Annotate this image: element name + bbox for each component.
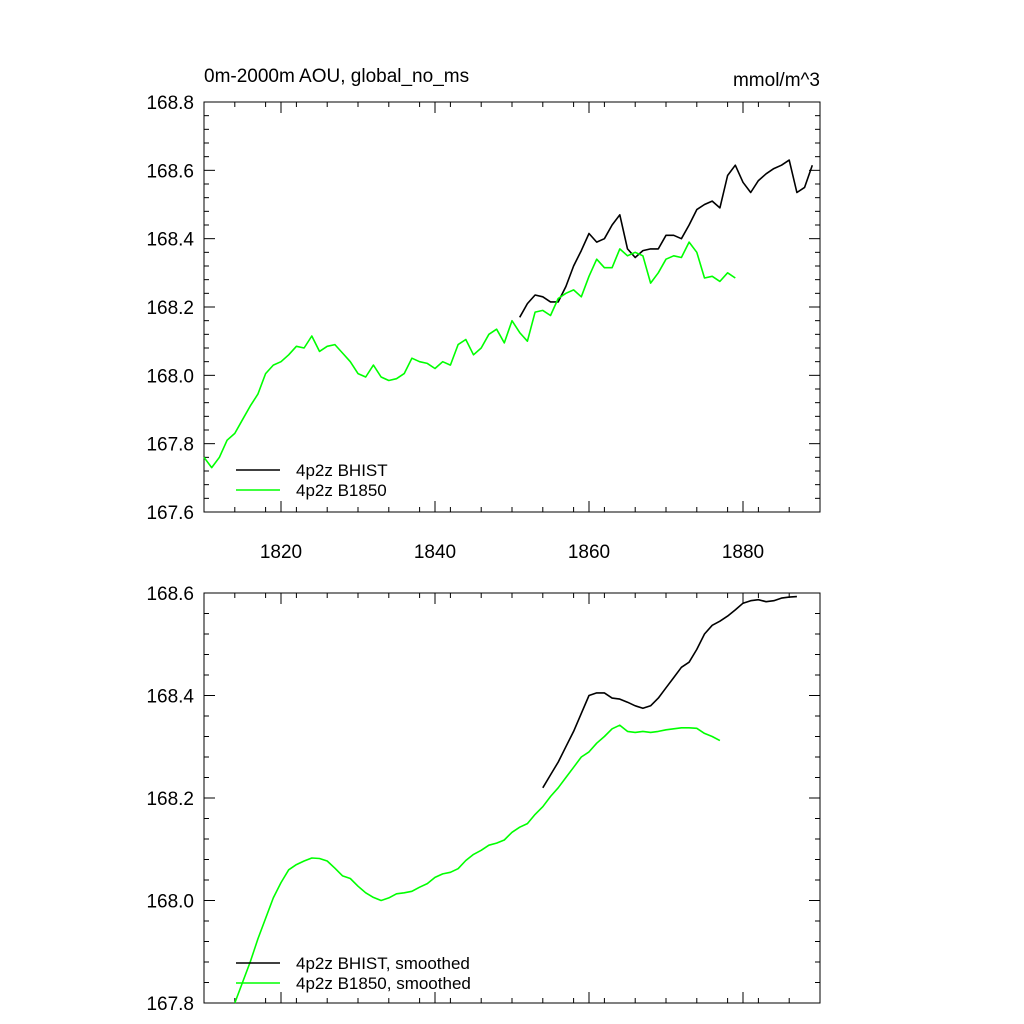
y-tick-label: 168.8 — [146, 93, 194, 114]
y-tick-label: 167.8 — [146, 435, 194, 456]
y-tick-label: 167.8 — [146, 994, 194, 1015]
y-tick-label: 168.2 — [146, 298, 194, 319]
y-tick-label: 168.0 — [146, 892, 194, 913]
legend-label: 4p2z BHIST, smoothed — [296, 954, 470, 973]
y-tick-label: 168.6 — [146, 584, 194, 605]
y-tick-label: 168.6 — [146, 161, 194, 182]
y-tick-label: 168.4 — [146, 687, 194, 708]
plot-frame — [203, 592, 821, 1004]
y-tick-label: 167.6 — [146, 503, 194, 524]
top-panel-title: 0m-2000m AOU, global_no_ms — [204, 66, 469, 87]
top-panel: 0m-2000m AOU, global_no_ms mmol/m^3 1820… — [146, 66, 821, 563]
series-line-bhist — [542, 595, 797, 789]
y-tick-label: 168.2 — [146, 789, 194, 810]
y-tick-label: 168.0 — [146, 366, 194, 387]
legend-label: 4p2z BHIST — [296, 461, 388, 480]
series-line-bhist — [519, 159, 814, 318]
top-panel-units: mmol/m^3 — [733, 70, 820, 91]
x-tick-label: 1840 — [414, 542, 456, 563]
x-tick-label: 1880 — [722, 542, 764, 563]
legend-label: 4p2z B1850 — [296, 481, 387, 500]
plot-frame — [203, 101, 821, 513]
x-tick-label: 1820 — [260, 542, 302, 563]
series-line-b1850 — [203, 241, 736, 469]
y-tick-label: 168.4 — [146, 230, 194, 251]
series-line-b1850 — [234, 724, 721, 1004]
bottom-panel: 167.8 168.0 168.2 168.4 168.6 4p2z BHIST, smo… — [146, 584, 821, 1015]
legend-label: 4p2z B1850, smoothed — [296, 974, 471, 993]
x-tick-label: 1860 — [568, 542, 610, 563]
